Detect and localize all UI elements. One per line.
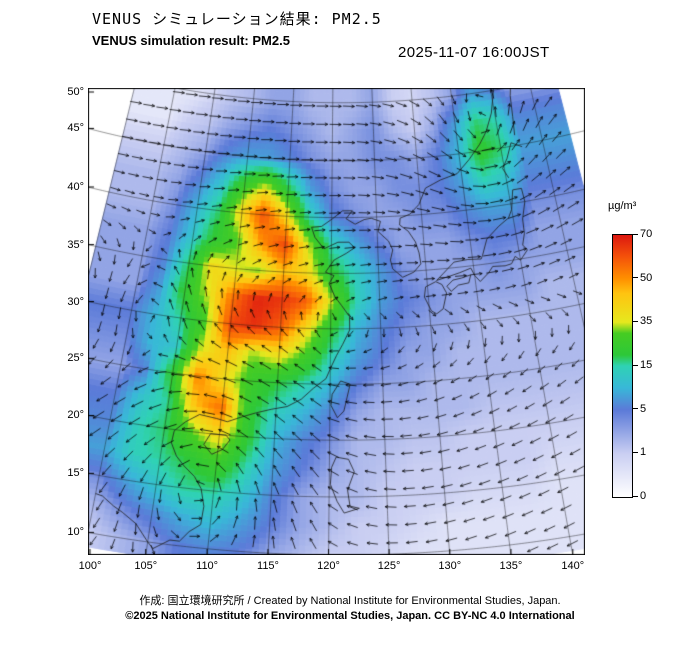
colorbar-tickmark <box>633 364 638 366</box>
lon-tick-label: 115° <box>257 560 279 572</box>
colorbar-tick-label: 0 <box>640 490 647 502</box>
colorbar: µg/m³ 70 50 35 15 5 1 0 <box>608 200 700 520</box>
pm25-map-plot: 50° 45° 40° 35° 30° 25° 20° 15° 10° 100° 105° 110°… <box>67 86 585 572</box>
colorbar-tickmark <box>633 408 638 410</box>
colorbar-tickmark <box>633 277 638 279</box>
lon-tick-label: 110° <box>196 560 219 572</box>
colorbar-tickmark <box>633 233 638 235</box>
lon-tick-label: 130° <box>438 560 462 572</box>
credit-line: 作成: 国立環境研究所 / Created by National Instit… <box>139 595 561 607</box>
lat-tick-label: 50° <box>67 86 84 98</box>
lat-tick-label: 30° <box>67 295 84 308</box>
license-line: ©2025 National Institute for Environment… <box>125 610 575 622</box>
colorbar-tick-label: 70 <box>640 228 653 240</box>
colorbar-tickmark <box>633 495 638 497</box>
lat-tick-label: 45° <box>67 122 84 135</box>
colorbar-gradient <box>612 234 633 498</box>
lat-tick-label: 35° <box>67 238 84 251</box>
colorbar-tick-label: 1 <box>640 446 647 459</box>
timestamp: 2025-11-07 16:00JST <box>398 44 550 61</box>
lon-tick-label: 135° <box>499 560 523 572</box>
colorbar-tick-label: 15 <box>640 359 653 371</box>
page-subtitle: VENUS simulation result: PM2.5 <box>92 33 290 48</box>
lat-tick-label: 15° <box>67 467 84 480</box>
colorbar-tickmark <box>633 451 638 453</box>
lon-tick-label: 105° <box>134 560 158 572</box>
colorbar-tick-label: 50 <box>640 271 653 284</box>
colorbar-tickmark <box>633 320 638 322</box>
lon-tick-label: 120° <box>317 560 340 572</box>
lon-tick-label: 100° <box>78 560 102 572</box>
page-title: VENUS シミュレーション結果: PM2.5 <box>92 10 382 28</box>
lat-tick-label: 25° <box>67 352 84 365</box>
colorbar-tick-label: 35 <box>640 315 653 328</box>
lat-tick-label: 20° <box>67 409 84 422</box>
colorbar-unit-label: µg/m³ <box>608 200 637 212</box>
lat-tick-label: 40° <box>67 180 84 193</box>
lon-tick-label: 140° <box>561 560 585 572</box>
lon-tick-label: 125° <box>377 560 401 572</box>
colorbar-tick-label: 5 <box>640 402 647 415</box>
lat-tick-label: 10° <box>67 526 84 539</box>
pm25-map-canvas <box>88 88 585 555</box>
